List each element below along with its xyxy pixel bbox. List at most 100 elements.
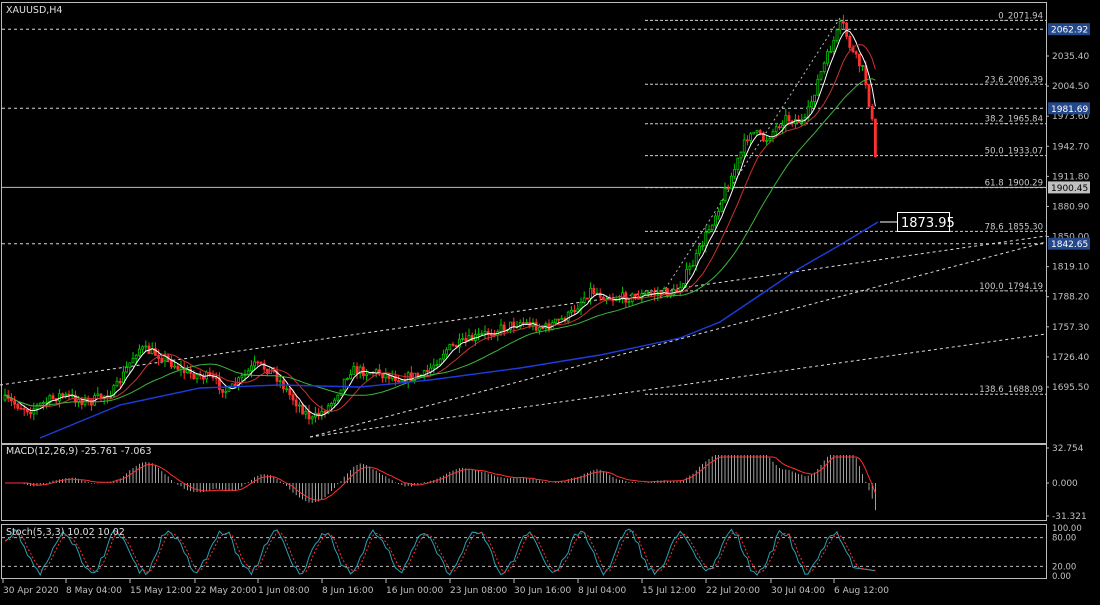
time-axis-label: 15 Jul 12:00 [642, 586, 696, 596]
candle-body [64, 393, 68, 397]
candle-body [445, 349, 449, 355]
candle-body [342, 378, 346, 391]
candle-body [470, 335, 474, 341]
trendline[interactable] [0, 235, 1047, 386]
candle-body [714, 215, 717, 226]
candle-body [531, 322, 535, 327]
candle-body [758, 130, 762, 134]
candle-body [45, 401, 48, 404]
macd-axis-label: 32.754 [1052, 444, 1084, 454]
candle-body [329, 403, 333, 407]
macd-histogram: 32.754 0.000 -31.321 [5, 444, 1087, 522]
candle-body [768, 137, 772, 141]
price-tag-label: 1842.65 [1051, 240, 1088, 250]
candle-body [489, 334, 493, 336]
candle-body [838, 21, 842, 31]
candle-body [233, 383, 237, 387]
candle-body [352, 366, 356, 375]
candle-body [854, 51, 858, 55]
candle-body [413, 372, 417, 381]
price-tag-label: 1900.45 [1051, 184, 1088, 194]
fibonacci-levels[interactable]: 0_2071.94 23.6_2006.39 38.2_1965.84 50.0_19… [645, 11, 1046, 395]
candle-body [448, 343, 452, 351]
candle-body [685, 268, 688, 285]
time-axis-label: 16 Jun 00:00 [386, 586, 443, 596]
candle-body [707, 229, 711, 233]
trendline[interactable] [309, 241, 1047, 438]
candle-body [480, 333, 484, 335]
fib-level-label: 23.6_2006.39 [985, 75, 1043, 85]
candle-body [429, 367, 433, 373]
candle-body [185, 369, 189, 374]
trendlines[interactable] [0, 17, 1047, 438]
main-panel-frame [1, 2, 1047, 444]
price-axis-label: 1695.50 [1052, 383, 1089, 393]
price-axis-label: 1850.00 [1052, 233, 1089, 243]
candle-body [240, 375, 244, 379]
time-axis-label: 1 Jun 08:00 [258, 586, 310, 596]
candle-body [848, 35, 852, 48]
price-axis-label: 1911.80 [1052, 172, 1089, 182]
fibonacci-anchor-line[interactable] [659, 17, 841, 298]
candle-body [416, 372, 420, 377]
candle-body [118, 380, 122, 384]
time-axis-label: 15 May 12:00 [130, 586, 192, 596]
candle-body [278, 380, 282, 383]
candle-body [502, 324, 506, 331]
candle-body [832, 39, 836, 52]
candle-body [486, 331, 490, 335]
candle-body [22, 408, 26, 410]
candle-body [32, 408, 36, 415]
candle-body [441, 353, 445, 360]
horizontal-price-lines[interactable] [2, 28, 1046, 245]
candle-body [634, 293, 637, 297]
trendline[interactable] [309, 333, 1047, 438]
price-tag-label: 2062.92 [1051, 26, 1088, 36]
candle-body [294, 399, 298, 407]
candle-body [538, 327, 541, 331]
candle-body [29, 411, 33, 415]
candle-body [755, 130, 759, 133]
candle-body [42, 402, 45, 404]
candle-body [730, 175, 733, 190]
fib-level-label: 38.2_1965.84 [985, 115, 1043, 125]
candle-body [627, 301, 631, 304]
price-tag[interactable] [1048, 23, 1090, 36]
fib-level-label: 61.8_1900.29 [985, 179, 1043, 189]
candle-body [560, 317, 564, 321]
candle-body [736, 157, 740, 170]
candle-body [589, 287, 592, 299]
candle-body [861, 65, 864, 67]
ma-slow-line [4, 78, 876, 407]
candle-body [717, 210, 720, 217]
current-price-callout-box[interactable] [897, 212, 950, 232]
candle-body [810, 101, 813, 108]
candle-body [723, 187, 727, 202]
candle-body [387, 373, 391, 379]
time-axis-label: 23 Jun 08:00 [450, 586, 507, 596]
fib-level-label: 138.6_1688.09 [979, 385, 1043, 395]
candle-body [826, 51, 829, 64]
price-tag[interactable] [1048, 102, 1090, 115]
price-tag[interactable] [1048, 237, 1090, 250]
candle-body [96, 393, 100, 396]
candle-body [784, 115, 788, 126]
candle-body [176, 365, 180, 370]
price-axis-label: 1819.10 [1052, 263, 1089, 273]
candle-body [435, 364, 439, 367]
candle-body [173, 365, 177, 368]
current-price-tag[interactable] [1048, 181, 1090, 194]
candle-body [650, 292, 653, 295]
candle-body [377, 369, 381, 375]
candle-body [598, 292, 602, 298]
candle-body [749, 133, 752, 141]
candle-body [787, 115, 791, 122]
candle-body [819, 71, 823, 80]
candle-body [333, 399, 337, 404]
candle-body [112, 385, 116, 397]
candle-body [483, 331, 487, 334]
candle-body [326, 405, 330, 414]
candle-body [739, 151, 743, 159]
